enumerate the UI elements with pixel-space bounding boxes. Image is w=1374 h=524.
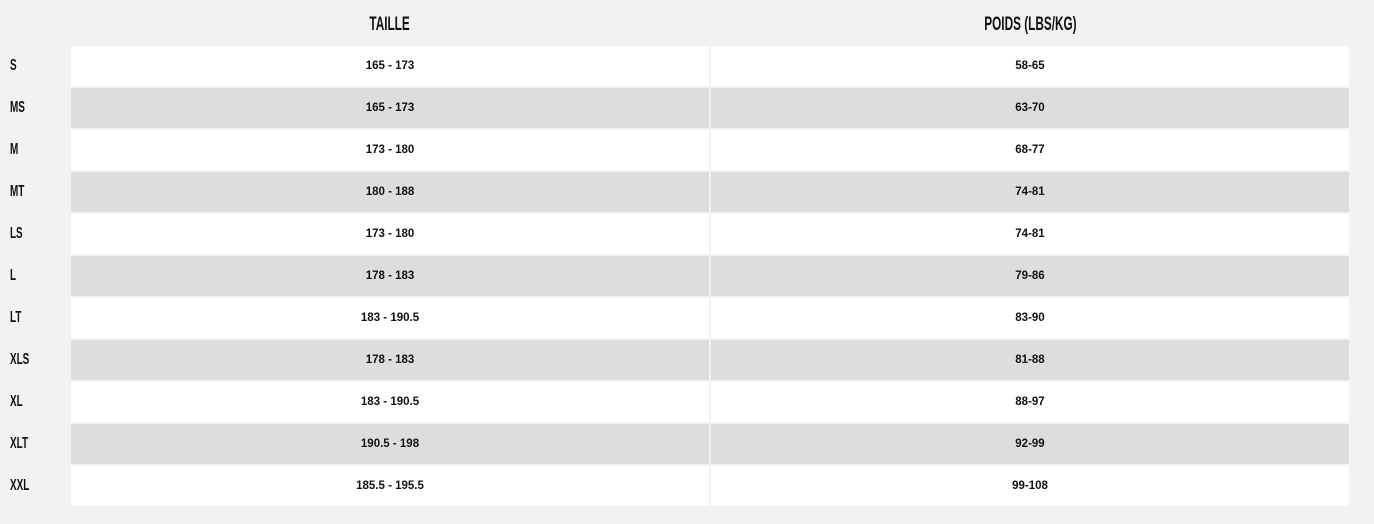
- poids-cell: 79-86: [711, 256, 1349, 296]
- size-label-text: MT: [10, 183, 25, 200]
- table-row: XLS 178 - 183 81-88: [0, 340, 1374, 380]
- table-row: L 178 - 183 79-86: [0, 256, 1374, 296]
- size-label: XLT: [10, 424, 39, 464]
- size-label-text: XLS: [10, 351, 30, 368]
- taille-cell: 165 - 173: [71, 46, 709, 86]
- taille-cell: 190.5 - 198: [71, 424, 709, 464]
- taille-cell: 180 - 188: [71, 172, 709, 212]
- size-label-text: LS: [10, 225, 23, 242]
- size-label: XXL: [10, 466, 41, 506]
- table-row: LS 173 - 180 74-81: [0, 214, 1374, 254]
- column-header-text: TAILLE: [369, 14, 411, 35]
- table-row: MT 180 - 188 74-81: [0, 172, 1374, 212]
- size-label-text: L: [10, 267, 17, 284]
- size-label-text: LT: [10, 309, 22, 326]
- size-label: LT: [10, 298, 28, 338]
- size-label: MS: [10, 88, 34, 128]
- size-label-text: XXL: [10, 477, 30, 494]
- poids-cell: 92-99: [711, 424, 1349, 464]
- table-row: LT 183 - 190.5 83-90: [0, 298, 1374, 338]
- taille-cell: 178 - 183: [71, 340, 709, 380]
- size-label: L: [10, 256, 20, 296]
- size-label-text: XLT: [10, 435, 28, 452]
- size-label-text: XL: [10, 393, 23, 410]
- table-row: S 165 - 173 58-65: [0, 46, 1374, 86]
- taille-cell: 173 - 180: [71, 130, 709, 170]
- poids-cell: 58-65: [711, 46, 1349, 86]
- column-header-poids: POIDS (LBS/KG): [711, 12, 1349, 38]
- size-label: S: [10, 46, 21, 86]
- table-row: XLT 190.5 - 198 92-99: [0, 424, 1374, 464]
- taille-cell: 165 - 173: [71, 88, 709, 128]
- poids-cell: 99-108: [711, 466, 1349, 506]
- size-label-text: S: [10, 57, 17, 74]
- table-row: XL 183 - 190.5 88-97: [0, 382, 1374, 422]
- size-label: XL: [10, 382, 30, 422]
- size-label: MT: [10, 172, 33, 212]
- taille-cell: 183 - 190.5: [71, 298, 709, 338]
- size-label: XLS: [10, 340, 41, 380]
- column-header-text: POIDS (LBS/KG): [983, 14, 1077, 35]
- column-header-taille: TAILLE: [71, 12, 709, 38]
- table-row: MS 165 - 173 63-70: [0, 88, 1374, 128]
- size-label-text: M: [10, 141, 19, 158]
- poids-cell: 83-90: [711, 298, 1349, 338]
- table-row: XXL 185.5 - 195.5 99-108: [0, 466, 1374, 506]
- poids-cell: 74-81: [711, 214, 1349, 254]
- poids-cell: 88-97: [711, 382, 1349, 422]
- table-row: M 173 - 180 68-77: [0, 130, 1374, 170]
- poids-cell: 81-88: [711, 340, 1349, 380]
- size-label: M: [10, 130, 23, 170]
- taille-cell: 178 - 183: [71, 256, 709, 296]
- size-label-text: MS: [10, 99, 25, 116]
- poids-cell: 63-70: [711, 88, 1349, 128]
- taille-cell: 185.5 - 195.5: [71, 466, 709, 506]
- poids-cell: 74-81: [711, 172, 1349, 212]
- taille-cell: 173 - 180: [71, 214, 709, 254]
- poids-cell: 68-77: [711, 130, 1349, 170]
- taille-cell: 183 - 190.5: [71, 382, 709, 422]
- size-label: LS: [10, 214, 30, 254]
- size-table: S 165 - 173 58-65 MS 165 - 173 63-70 M 173 - 18…: [0, 46, 1374, 508]
